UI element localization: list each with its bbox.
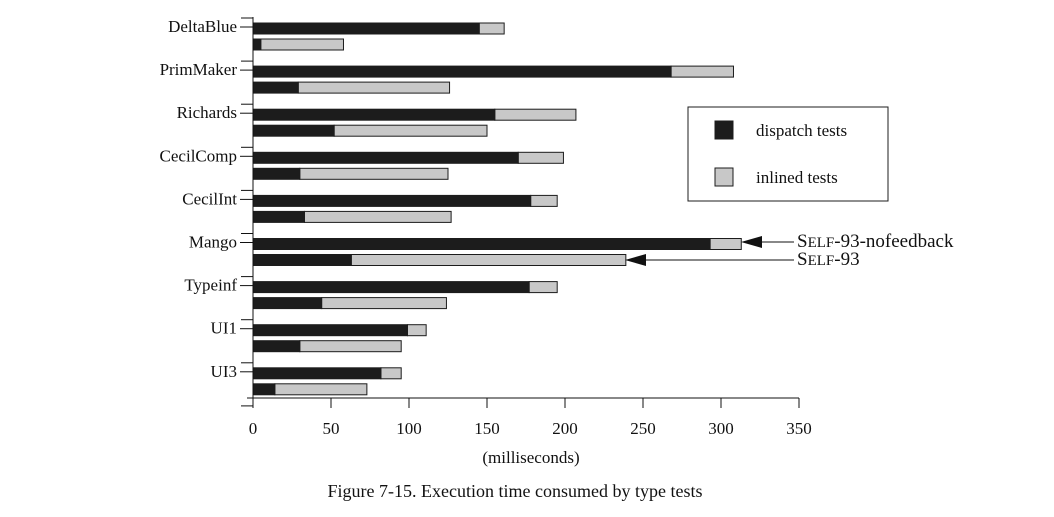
bar-dispatch-tests [252, 65, 672, 78]
legend-label-inlined: inlined tests [756, 168, 838, 187]
bar-inlined-tests [478, 22, 505, 35]
bar-inlined-tests [299, 167, 449, 180]
bar-dispatch-tests [252, 297, 323, 310]
bar-inlined-tests [299, 340, 402, 353]
bar-dispatch-tests [252, 38, 262, 51]
x-tick-label: 0 [249, 419, 258, 438]
bar-dispatch-tests [252, 254, 352, 266]
bar-inlined-tests [333, 124, 488, 137]
bar-dispatch-tests [252, 194, 532, 207]
labels-layer: 0 50 100 150 200 250 300 350 DeltaBlue PrimMaker R… [160, 17, 812, 438]
category-label: Richards [177, 103, 237, 122]
legend-swatch-inlined [714, 167, 734, 187]
bar-dispatch-tests [252, 151, 519, 164]
bar-dispatch-tests [252, 108, 496, 121]
category-label: PrimMaker [160, 60, 238, 79]
bar-inlined-tests [494, 108, 577, 121]
bar-inlined-tests [303, 210, 452, 223]
bar-dispatch-tests [252, 81, 299, 94]
bar-inlined-tests [297, 81, 451, 94]
bar-inlined-tests [380, 367, 402, 380]
legend: dispatch tests inlined tests [687, 106, 889, 202]
bar-dispatch-tests [252, 340, 301, 353]
category-label: CecilComp [160, 146, 237, 165]
annotation-self93: SELF-93 [625, 249, 860, 270]
bar-inlined-tests [709, 238, 742, 250]
x-tick-label: 350 [786, 419, 812, 438]
bar-dispatch-tests [252, 167, 301, 180]
bar-inlined-tests [321, 297, 447, 310]
bar-inlined-tests [530, 194, 558, 207]
bar-dispatch-tests [252, 281, 530, 294]
category-label: UI1 [211, 319, 237, 338]
x-tick-label: 150 [474, 419, 500, 438]
bar-inlined-tests [517, 151, 564, 164]
category-label: CecilInt [182, 189, 237, 208]
bars-layer [252, 22, 742, 396]
axes-layer [240, 17, 800, 408]
bar-dispatch-tests [252, 324, 408, 337]
legend-label-dispatch: dispatch tests [756, 121, 847, 140]
x-tick-label: 100 [396, 419, 422, 438]
annotation-arrowhead [741, 236, 762, 248]
bar-dispatch-tests [252, 124, 335, 137]
bar-inlined-tests [350, 254, 627, 266]
annotation-arrowhead [625, 254, 646, 266]
bar-inlined-tests [528, 281, 558, 294]
x-tick-label: 50 [323, 419, 340, 438]
bar-dispatch-tests [252, 383, 276, 396]
figure-caption: Figure 7-15. Execution time consumed by … [328, 481, 703, 501]
x-axis-label: (milliseconds) [482, 448, 579, 467]
bar-dispatch-tests [252, 238, 711, 250]
bar-inlined-tests [260, 38, 344, 51]
bar-dispatch-tests [252, 210, 305, 223]
legend-swatch-dispatch [714, 120, 734, 140]
bar-dispatch-tests [252, 367, 382, 380]
x-tick-label: 300 [708, 419, 734, 438]
category-label: DeltaBlue [168, 17, 237, 36]
category-label: Mango [189, 233, 237, 252]
x-tick-label: 250 [630, 419, 656, 438]
bar-inlined-tests [670, 65, 734, 78]
bar-dispatch-tests [252, 22, 480, 35]
bar-inlined-tests [406, 324, 427, 337]
x-tick-label: 200 [552, 419, 578, 438]
category-label: UI3 [211, 362, 237, 381]
annotation-label: SELF-93 [797, 249, 860, 270]
category-label: Typeinf [184, 276, 237, 295]
annotation-self93-nofeedback: SELF-93-nofeedback [741, 231, 954, 252]
bar-inlined-tests [274, 383, 368, 396]
annotation-label: SELF-93-nofeedback [797, 231, 954, 252]
